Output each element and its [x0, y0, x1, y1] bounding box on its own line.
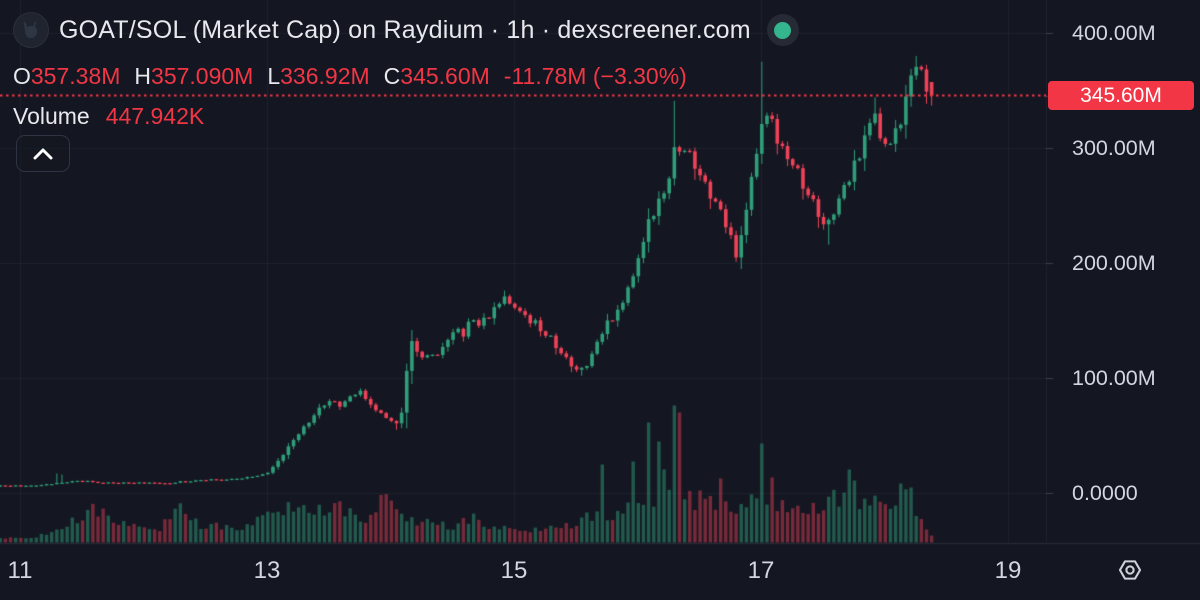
close-label: C — [383, 63, 401, 89]
goat-head-glyph — [23, 21, 38, 38]
ohlc-open: O357.38M — [13, 63, 120, 90]
low-value: 336.92M — [280, 63, 370, 89]
price-tick-label: 300.00M — [1072, 136, 1156, 160]
ohlc-row: O357.38M H357.090M L336.92M C345.60M -11… — [13, 63, 799, 90]
status-dot-backdrop — [766, 14, 799, 46]
low-label: L — [267, 63, 281, 89]
ohlc-low: L336.92M — [267, 63, 369, 90]
ohlc-high: H357.090M — [134, 63, 253, 90]
volume-value: 447.942K — [105, 103, 205, 129]
chart-settings-button[interactable] — [1114, 554, 1146, 586]
chart-title-row: GOAT/SOL (Market Cap) on Raydium · 1h · … — [13, 12, 799, 48]
high-label: H — [134, 63, 152, 89]
current-price-badge: 345.60M — [1048, 81, 1194, 111]
open-value: 357.38M — [30, 63, 121, 89]
time-tick-label: 13 — [253, 557, 281, 584]
goat-token-icon — [13, 12, 49, 48]
time-axis[interactable]: 11 13 15 17 19 — [0, 543, 1200, 600]
time-tick-label: 17 — [747, 557, 775, 584]
time-tick-label: 11 — [7, 557, 33, 584]
ohlc-close: C345.60M — [384, 63, 490, 90]
close-value: 345.60M — [400, 63, 490, 89]
chevron-up-icon — [33, 148, 53, 159]
time-tick-label: 19 — [994, 557, 1022, 584]
live-status-dot — [774, 21, 792, 39]
change-value: -11.78M (−3.30%) — [503, 63, 687, 89]
price-tick-label: 100.00M — [1072, 366, 1156, 390]
volume-label: Volume — [13, 103, 90, 129]
volume-row: Volume 447.942K — [13, 103, 799, 130]
price-tick-label: 0.0000 — [1072, 481, 1138, 505]
settings-icon — [1118, 560, 1142, 580]
open-label: O — [13, 63, 31, 89]
chart-legend: GOAT/SOL (Market Cap) on Raydium · 1h · … — [13, 12, 799, 130]
chart-title: GOAT/SOL (Market Cap) on Raydium · 1h · … — [59, 15, 751, 44]
price-axis[interactable]: 345.60M 400.00M 300.00M 200.00M 100.00M 0.00… — [1046, 0, 1200, 543]
collapse-legend-button[interactable] — [16, 135, 70, 172]
time-tick-label: 15 — [500, 557, 528, 584]
high-value: 357.090M — [151, 63, 254, 89]
price-tick-label: 200.00M — [1072, 251, 1156, 275]
price-tick-label: 400.00M — [1072, 21, 1156, 45]
